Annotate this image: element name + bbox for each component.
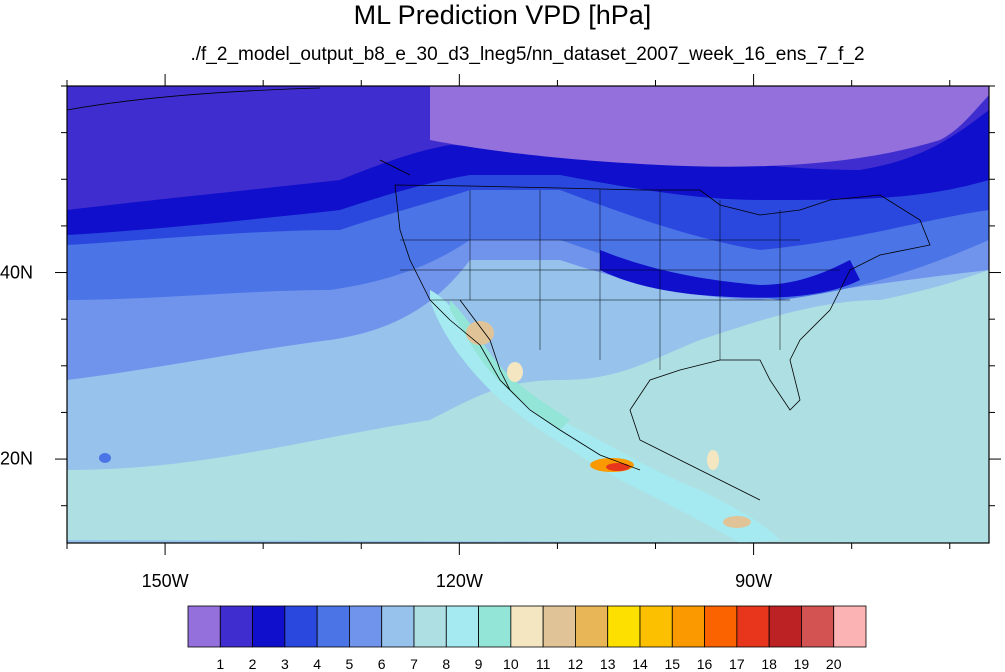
colorbar-label: 2 bbox=[248, 656, 257, 672]
field-hotspot-11c bbox=[707, 450, 719, 470]
colorbar-swatch bbox=[575, 605, 609, 648]
colorbar-label: 19 bbox=[793, 656, 810, 672]
x-tick-label: 150W bbox=[141, 571, 189, 591]
colorbar-swatch bbox=[607, 605, 641, 648]
colorbar-swatch bbox=[187, 605, 221, 648]
colorbar-label: 18 bbox=[761, 656, 777, 672]
field-band-10-coast bbox=[450, 300, 570, 430]
state-borders bbox=[400, 190, 840, 370]
colorbar-label: 16 bbox=[696, 656, 713, 672]
chart-title: ML Prediction VPD [hPa] bbox=[353, 0, 652, 30]
colorbar-swatch bbox=[542, 605, 576, 648]
x-tick-label: 120W bbox=[435, 571, 483, 591]
colorbar-swatch bbox=[349, 605, 383, 648]
field-hotspot-16 bbox=[606, 463, 630, 471]
y-tick-label: 20N bbox=[0, 448, 34, 469]
colorbar-label: 5 bbox=[345, 656, 354, 672]
colorbar-swatch bbox=[381, 605, 415, 648]
colorbar-swatch bbox=[252, 605, 286, 648]
colorbar-label: 14 bbox=[632, 656, 648, 672]
colorbar-swatch bbox=[284, 605, 318, 648]
x-tick-label: 90W bbox=[735, 571, 773, 591]
colorbar-swatch bbox=[510, 605, 544, 648]
colorbar-label: 6 bbox=[377, 656, 386, 672]
axis-ticks bbox=[55, 74, 1001, 555]
colorbar-swatch bbox=[413, 605, 447, 648]
colorbar-swatch bbox=[316, 605, 350, 648]
chart-subtitle: ./f_2_model_output_b8_e_30_d3_lneg5/nn_d… bbox=[190, 44, 865, 65]
plot-frame bbox=[66, 85, 990, 544]
field-band-3-south bbox=[600, 250, 860, 298]
colorbar-label: 10 bbox=[503, 656, 519, 672]
colorbar-label: 1 bbox=[216, 656, 225, 672]
colorbar-label: 9 bbox=[474, 656, 483, 672]
colorbar-label: 15 bbox=[664, 656, 681, 672]
colorbar-swatch bbox=[445, 605, 479, 648]
colorbar-label: 17 bbox=[729, 656, 745, 672]
colorbar-label: 7 bbox=[410, 656, 418, 672]
colorbar-swatch bbox=[704, 605, 738, 648]
y-tick-label: 40N bbox=[0, 262, 34, 283]
colorbar-label: 8 bbox=[442, 656, 451, 672]
colorbar-swatch bbox=[801, 605, 835, 648]
colorbar-swatch bbox=[833, 605, 867, 648]
colorbar-label: 3 bbox=[280, 656, 289, 672]
colorbar-swatch bbox=[639, 605, 673, 648]
colorbar-swatch bbox=[671, 605, 705, 648]
colorbar-swatch bbox=[219, 605, 253, 648]
colorbar-label: 12 bbox=[567, 656, 584, 672]
colorbar-swatch bbox=[768, 605, 802, 648]
colorbar-label: 13 bbox=[599, 656, 616, 672]
field-hotspot-12 bbox=[507, 362, 523, 382]
colorbar-label: 11 bbox=[535, 656, 551, 672]
field-band-1 bbox=[430, 86, 989, 167]
colorbar-label: 20 bbox=[825, 656, 842, 672]
colorbar-swatch bbox=[478, 605, 512, 648]
field-hotspot-11b bbox=[723, 516, 751, 528]
colorbar-label: 4 bbox=[313, 656, 322, 672]
field-hotspot-4 bbox=[99, 453, 111, 463]
colorbar-swatch bbox=[736, 605, 770, 648]
